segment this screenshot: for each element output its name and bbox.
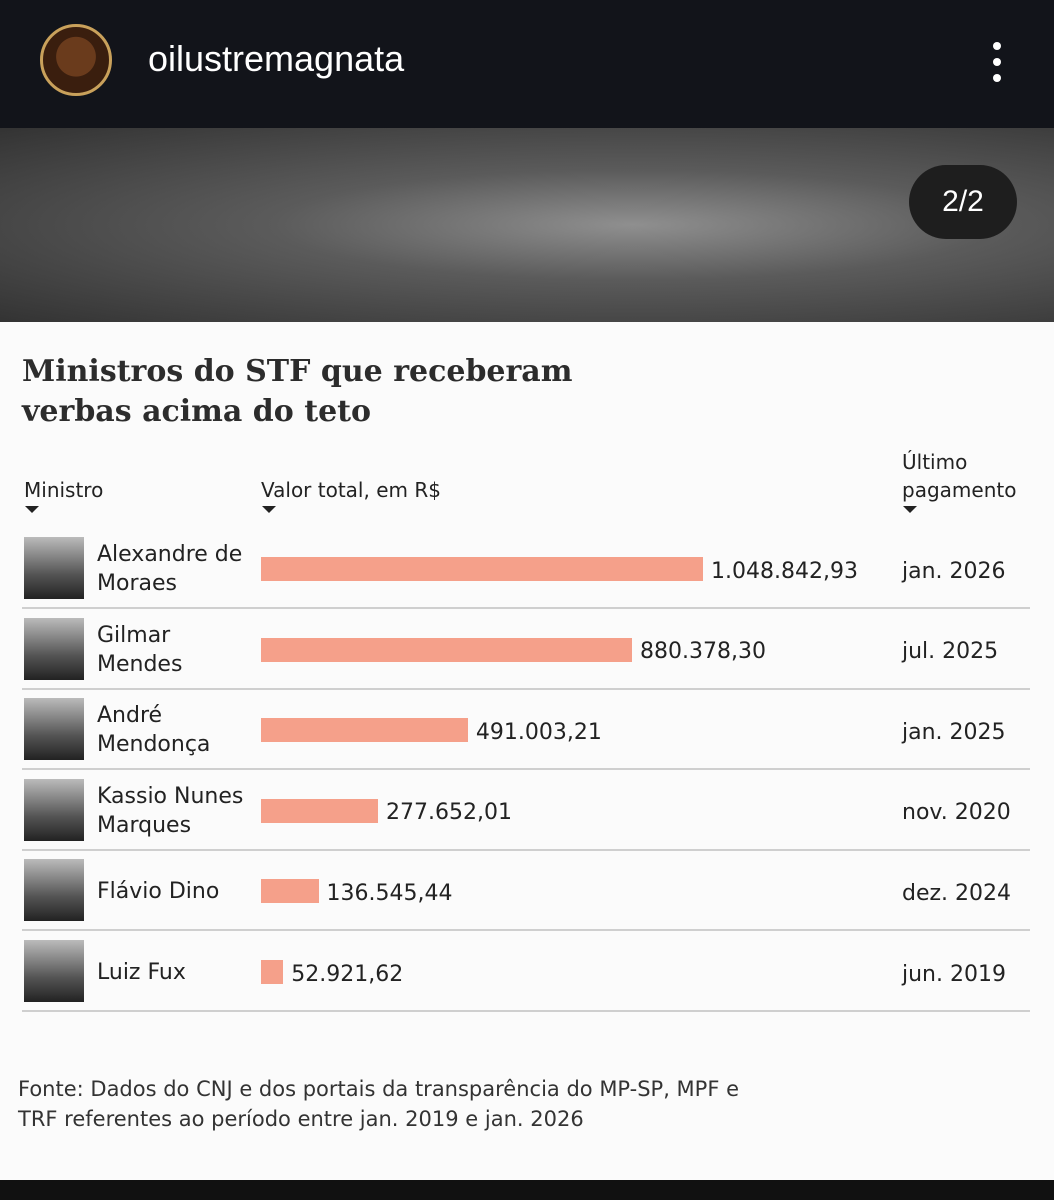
bar (261, 798, 378, 823)
last-payment: nov. 2020 (902, 800, 1011, 826)
minister-photo (24, 778, 84, 841)
row-separator (22, 929, 1030, 932)
last-payment: jan. 2026 (902, 558, 1006, 584)
value-label: 491.003,21 (475, 719, 602, 745)
bar (261, 637, 632, 662)
row-separator (22, 1010, 1030, 1012)
bottom-bar (0, 1180, 1054, 1200)
minister-photo (24, 698, 84, 761)
menu-dot[interactable] (993, 58, 1001, 66)
column-header: Ministro (24, 478, 104, 502)
menu-dot[interactable] (993, 74, 1001, 82)
bar (261, 879, 319, 904)
minister-photo (24, 859, 84, 922)
row-separator (22, 768, 1030, 771)
last-payment: jul. 2025 (902, 639, 999, 665)
slide-counter: 2/2 (909, 165, 1017, 239)
row-separator (22, 607, 1030, 609)
avatar[interactable] (40, 24, 112, 96)
row-separator (22, 848, 1030, 851)
minister-photo (24, 617, 84, 680)
minister-name: Kassio Nunes Marques (97, 783, 244, 838)
column-header: Valor total, em R$ (261, 478, 441, 502)
sort-arrow (25, 506, 39, 513)
username[interactable]: oilustremagnata (148, 38, 405, 79)
value-label: 52.921,62 (291, 961, 404, 987)
minister-photo (24, 940, 84, 1002)
minister-name: Flávio Dino (97, 878, 220, 904)
menu-dot[interactable] (993, 42, 1001, 50)
bar (261, 557, 703, 581)
minister-name: Luiz Fux (97, 959, 186, 985)
minister-name: André Mendonça (97, 703, 211, 758)
last-payment: jun. 2019 (902, 961, 1006, 987)
top-bar (0, 0, 1054, 128)
bar (261, 960, 284, 984)
row-separator (22, 687, 1030, 690)
minister-photo (24, 537, 84, 599)
chart-card (0, 322, 1054, 1180)
chart-title: Ministros do STF que receberam verbas ac… (22, 354, 573, 429)
column-header: Último pagamento (902, 450, 1017, 502)
value-label: 136.545,44 (326, 880, 453, 906)
last-payment: jan. 2025 (902, 719, 1006, 745)
value-label: 277.652,01 (386, 800, 512, 826)
last-payment: dez. 2024 (902, 880, 1012, 906)
minister-name: Alexandre de Moraes (97, 542, 243, 596)
value-label: 880.378,30 (640, 639, 766, 665)
sort-arrow (903, 506, 917, 513)
minister-name: Gilmar Mendes (97, 622, 183, 677)
bar (261, 718, 468, 743)
value-label: 1.048.842,93 (711, 558, 858, 584)
source-note: Fonte: Dados do CNJ e dos portais da tra… (18, 1077, 740, 1131)
sort-arrow (262, 506, 276, 513)
post-image (0, 128, 1054, 322)
